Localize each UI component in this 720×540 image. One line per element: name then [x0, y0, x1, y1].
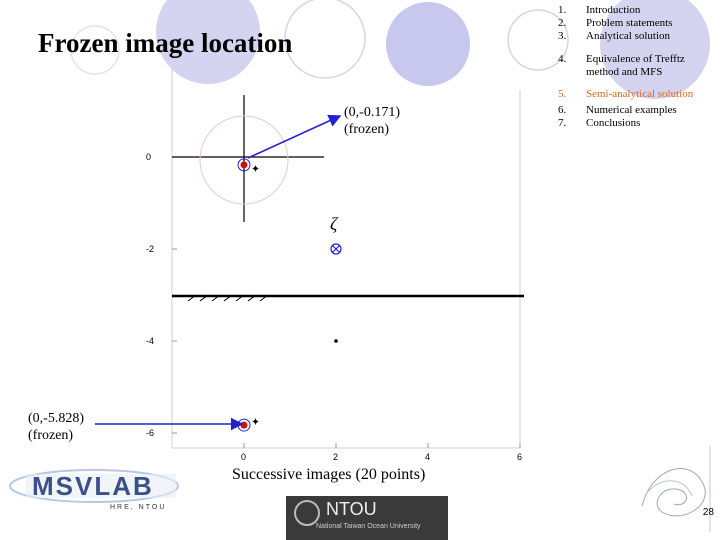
msvlab-logo-text: MSVLAB — [32, 471, 154, 501]
x-tick-marks — [243, 443, 521, 448]
y-tick-0: 0 — [146, 152, 152, 162]
lower-frozen-label: (0,-5.828) (frozen) — [28, 410, 84, 444]
upper-frozen-coord: (0,-0.171) — [344, 105, 400, 120]
slide-title: Frozen image location — [38, 28, 293, 58]
frozen-image-ring-0 — [237, 158, 251, 172]
hatch-mark — [211, 294, 221, 302]
msvlab-logo-subtext: HRE, NTOU — [110, 504, 167, 511]
upper-arrow — [247, 114, 342, 159]
hatch-mark — [247, 294, 257, 302]
hatch-mark — [235, 294, 245, 302]
hatch-mark — [259, 294, 269, 302]
bubble-1 — [156, 0, 260, 84]
corner-swirl-decoration — [641, 446, 711, 532]
msvlab-logo-graphic — [9, 469, 179, 503]
frozen-image-point-0 — [240, 161, 248, 169]
ntou-logo-text: NTOU — [326, 499, 377, 519]
zeta-label: ζ — [330, 214, 338, 234]
source-point-marker — [330, 243, 342, 255]
hatch-mark — [223, 294, 233, 302]
ntou-emblem-icon — [294, 500, 320, 526]
image-point-cross-0 — [252, 165, 259, 172]
frozen-image-point-1 — [240, 421, 248, 429]
unit-circle — [199, 115, 289, 205]
figure-caption: Successive images (20 points) — [232, 466, 426, 483]
boundary-hatching — [187, 294, 269, 302]
y-tick-neg4: -4 — [146, 336, 155, 346]
bubble-5 — [600, 0, 710, 99]
hatch-mark — [199, 294, 209, 302]
ntou-logo: NTOU National Taiwan Ocean University — [286, 496, 448, 540]
bubble-3 — [386, 2, 470, 86]
bubble-4 — [507, 9, 569, 71]
x-tick-6: 6 — [517, 452, 523, 462]
x-tick-2: 2 — [333, 452, 339, 462]
y-tick-neg2: -2 — [146, 244, 155, 254]
bubble-6 — [70, 25, 120, 75]
bubble-2 — [284, 0, 366, 79]
x-tick-4: 4 — [425, 452, 431, 462]
x-tick-0: 0 — [241, 452, 247, 462]
upper-frozen-label: (0,-0.171) (frozen) — [344, 104, 400, 138]
lower-frozen-coord: (0,-5.828) — [28, 411, 84, 426]
page-number: 28 — [702, 507, 714, 518]
ntou-logo-subtext: National Taiwan Ocean University — [316, 523, 421, 530]
msvlab-logo: MSVLAB HRE, NTOU — [6, 466, 186, 526]
image-point-2 — [334, 339, 338, 343]
y-tick-neg6: -6 — [146, 428, 155, 438]
hatch-mark — [187, 294, 197, 302]
image-point-cross-1 — [252, 418, 259, 425]
lower-frozen-state: (frozen) — [28, 428, 74, 443]
source-point-cross — [332, 245, 340, 253]
upper-frozen-state: (frozen) — [344, 122, 390, 137]
